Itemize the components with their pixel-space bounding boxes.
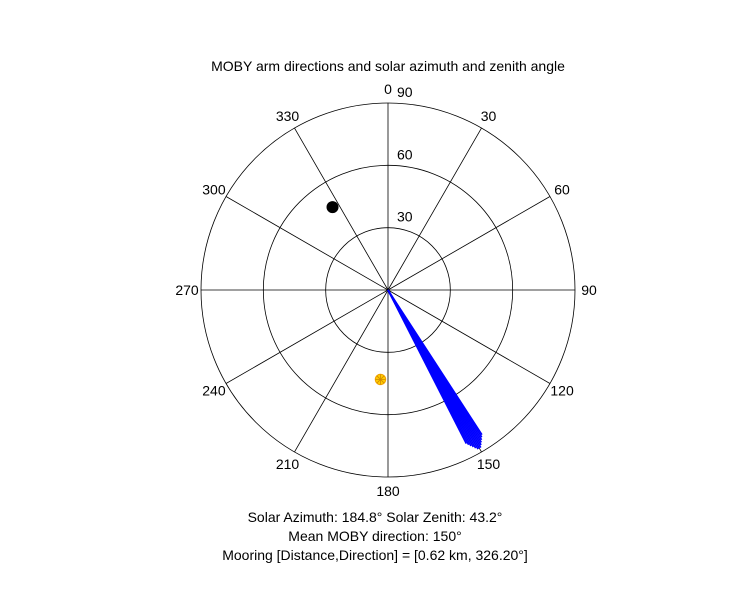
sun-ray-3 <box>376 379 381 384</box>
spoke-60 <box>387 196 551 291</box>
mean-direction-caption: Mean MOBY direction: 150° <box>288 528 462 544</box>
polar-grid <box>200 102 576 478</box>
angle-tick-label: 150 <box>477 456 501 472</box>
angle-tick-label: 0 <box>384 81 392 97</box>
spoke-30 <box>387 127 482 291</box>
ring-90 <box>200 102 576 478</box>
ring-30 <box>325 227 451 353</box>
spoke-240 <box>225 289 389 384</box>
spoke-210 <box>294 289 389 453</box>
radial-tick-label: 60 <box>397 146 413 162</box>
angle-tick-label: 210 <box>276 456 300 472</box>
moby-arm-lines <box>387 289 483 450</box>
spoke-120 <box>387 289 551 384</box>
sun-ray-7 <box>380 375 385 380</box>
spoke-330 <box>294 127 389 291</box>
ring-60 <box>262 164 514 416</box>
angle-tick-label: 270 <box>175 282 199 298</box>
mooring-caption: Mooring [Distance,Direction] = [0.62 km,… <box>222 547 528 563</box>
angle-tick-label: 120 <box>550 383 574 399</box>
sun-ray-5 <box>376 375 381 380</box>
sun-ray-1 <box>380 379 385 384</box>
angle-tick-label: 60 <box>554 182 570 198</box>
radial-tick-label: 90 <box>397 84 413 100</box>
angle-tick-label: 180 <box>376 483 400 499</box>
angle-tick-label: 90 <box>581 282 597 298</box>
polar-markers <box>326 201 387 386</box>
solar-caption: Solar Azimuth: 184.8° Solar Zenith: 43.2… <box>247 509 503 525</box>
mooring-marker <box>326 201 339 214</box>
spoke-300 <box>225 196 389 291</box>
chart-title: MOBY arm directions and solar azimuth an… <box>211 58 565 74</box>
polar-tick-labels: 0 30 60 90 120 150 180 210 240 270 300 330 30 60 90 <box>175 81 597 499</box>
angle-tick-label: 30 <box>481 108 497 124</box>
angle-tick-label: 300 <box>202 182 226 198</box>
arm-line-12 <box>387 289 468 445</box>
angle-tick-label: 330 <box>276 108 300 124</box>
angle-tick-label: 240 <box>202 383 226 399</box>
radial-tick-label: 30 <box>397 209 413 225</box>
